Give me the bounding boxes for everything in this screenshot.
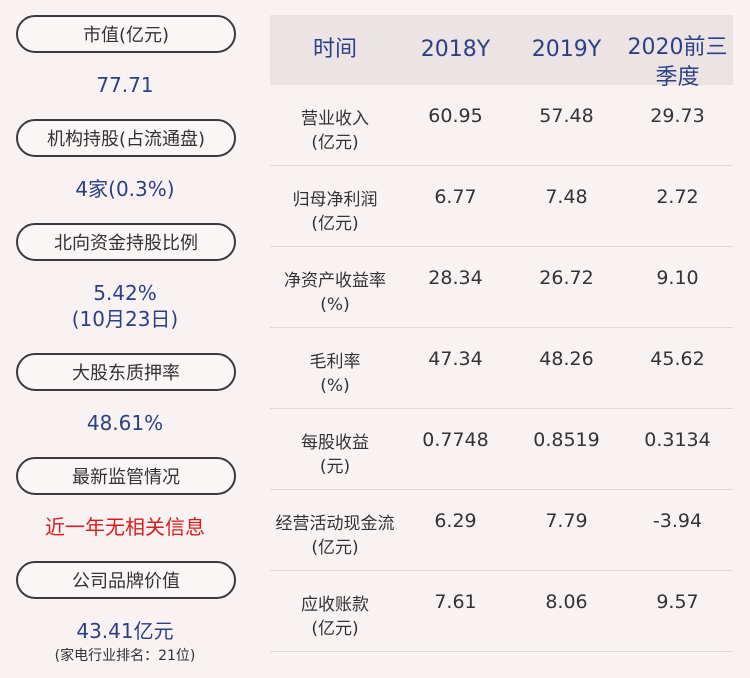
institutional-holding-label: 机构持股(占流通盘): [16, 119, 236, 157]
cell-2018: 60.95: [428, 105, 483, 127]
cell-2019: 7.48: [545, 186, 588, 208]
row-label-unit: (%): [320, 295, 350, 315]
header-2018: 2018Y: [420, 37, 491, 62]
row-label-unit: (亿元): [311, 214, 359, 234]
row-label: 毛利率 (%): [270, 350, 400, 398]
row-label-text: 应收账款: [301, 595, 369, 615]
financial-table: 时间 2018Y 2019Y 2020前三季度 营业收入 (亿元) 60.95 …: [270, 15, 733, 652]
row-label: 净资产收益率 (%): [270, 269, 400, 317]
pledge-rate-label: 大股东质押率: [16, 353, 236, 391]
cell-2020q3: 9.10: [656, 267, 699, 289]
table-row: 应收账款 (亿元) 7.61 8.06 9.57: [270, 571, 733, 652]
row-label: 应收账款 (亿元): [270, 593, 400, 641]
table-header: 时间 2018Y 2019Y 2020前三季度: [270, 15, 733, 90]
row-label: 每股收益 (元): [270, 431, 400, 479]
cell-2020q3: 9.57: [656, 591, 699, 613]
cell-2019: 48.26: [539, 348, 594, 370]
northbound-ratio-label: 北向资金持股比例: [16, 223, 236, 261]
cell-2018: 28.34: [428, 267, 483, 289]
row-label-text: 净资产收益率: [284, 271, 386, 291]
institutional-holding-value: 4家(0.3%): [75, 177, 175, 201]
market-cap-label: 市值(亿元): [16, 15, 236, 53]
header-time: 时间: [312, 37, 357, 62]
table-row: 营业收入 (亿元) 60.95 57.48 29.73: [270, 85, 733, 166]
row-label-unit: (元): [319, 457, 351, 477]
northbound-ratio-value: 5.42%: [93, 281, 157, 305]
cell-2019: 8.06: [545, 591, 588, 613]
row-label-unit: (%): [320, 376, 350, 396]
row-label-unit: (亿元): [311, 538, 359, 558]
row-label-text: 归母净利润: [292, 190, 378, 210]
table-row: 毛利率 (%) 47.34 48.26 45.62: [270, 328, 733, 409]
row-label-unit: (亿元): [311, 619, 359, 639]
cell-2020q3: 2.72: [656, 186, 699, 208]
cell-2020q3: 29.73: [650, 105, 705, 127]
market-cap-value: 77.71: [96, 73, 154, 97]
header-2019: 2019Y: [531, 37, 602, 62]
row-label-text: 经营活动现金流: [275, 514, 395, 534]
row-label-text: 毛利率: [309, 352, 361, 372]
cell-2019: 57.48: [539, 105, 594, 127]
table-row: 经营活动现金流 (亿元) 6.29 7.79 -3.94: [270, 490, 733, 571]
brand-value-label: 公司品牌价值: [16, 561, 236, 599]
cell-2019: 7.79: [545, 510, 588, 532]
cell-2020q3: -3.94: [652, 510, 703, 532]
row-label: 归母净利润 (亿元): [270, 188, 400, 236]
cell-2019: 0.8519: [533, 429, 600, 451]
summary-panel: 市值(亿元) 77.71 机构持股(占流通盘) 4家(0.3%) 北向资金持股比…: [0, 0, 250, 678]
row-label-text: 每股收益: [301, 433, 369, 453]
brand-value: 43.41亿元: [76, 619, 174, 643]
cell-2018: 7.61: [434, 591, 477, 613]
brand-rank-note: (家电行业排名：21位): [54, 648, 196, 664]
cell-2019: 26.72: [539, 267, 594, 289]
row-label-text: 营业收入: [301, 109, 369, 129]
cell-2018: 6.77: [434, 186, 477, 208]
header-2020q3: 2020前三季度: [627, 35, 728, 90]
regulation-label: 最新监管情况: [16, 457, 236, 495]
northbound-ratio-date: (10月23日): [71, 307, 179, 331]
cell-2020q3: 0.3134: [644, 429, 711, 451]
table-row: 归母净利润 (亿元) 6.77 7.48 2.72: [270, 166, 733, 247]
row-label-unit: (亿元): [311, 133, 359, 153]
row-label: 营业收入 (亿元): [270, 107, 400, 155]
row-label: 经营活动现金流 (亿元): [270, 512, 400, 560]
table-row: 每股收益 (元) 0.7748 0.8519 0.3134: [270, 409, 733, 490]
cell-2018: 47.34: [428, 348, 483, 370]
table-row: 净资产收益率 (%) 28.34 26.72 9.10: [270, 247, 733, 328]
pledge-rate-value: 48.61%: [86, 411, 164, 435]
cell-2018: 0.7748: [422, 429, 489, 451]
regulation-value: 近一年无相关信息: [45, 515, 205, 539]
cell-2020q3: 45.62: [650, 348, 705, 370]
cell-2018: 6.29: [434, 510, 477, 532]
